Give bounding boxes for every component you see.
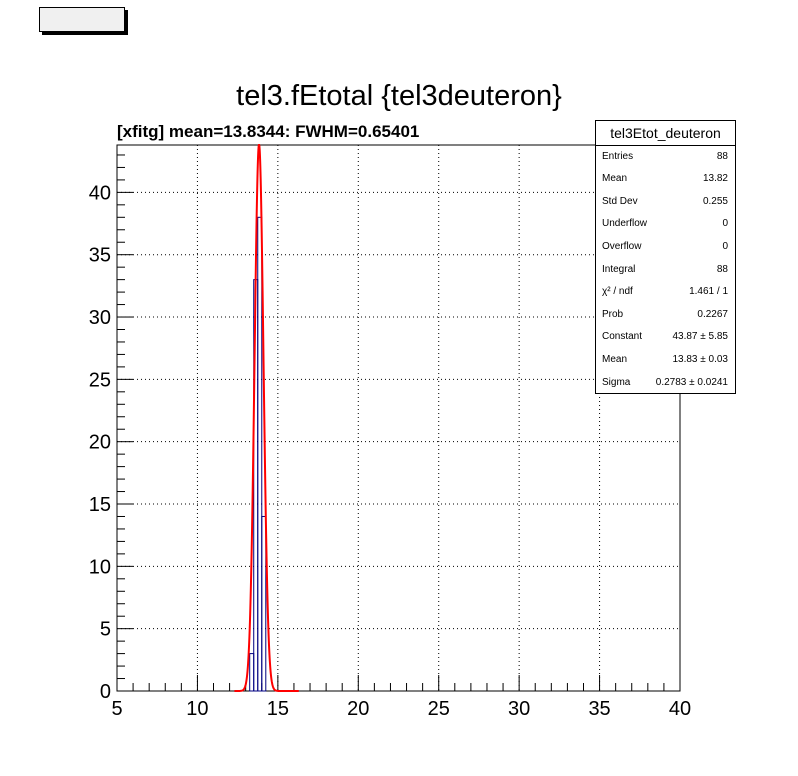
chart-title: tel3.fEtotal {tel3deuteron} bbox=[236, 80, 562, 112]
stats-row-value: 88 bbox=[716, 263, 728, 275]
stats-row-value: 0.2783 ± 0.0241 bbox=[655, 376, 728, 388]
stats-row: Underflow 0 bbox=[602, 213, 728, 235]
stats-row-value: 1.461 / 1 bbox=[689, 286, 728, 298]
blank-pave-box[interactable] bbox=[39, 7, 125, 32]
x-tick-label: 30 bbox=[508, 698, 530, 720]
stats-row-label: χ² / ndf bbox=[602, 286, 633, 298]
stats-row: Sigma 0.2783 ± 0.0241 bbox=[602, 371, 728, 393]
stats-row-label: Overflow bbox=[602, 240, 642, 252]
x-tick-label: 25 bbox=[428, 698, 450, 720]
x-tick-label: 40 bbox=[669, 698, 691, 720]
y-tick-label: 35 bbox=[89, 245, 111, 267]
stats-row: χ² / ndf 1.461 / 1 bbox=[602, 281, 728, 303]
stats-row-label: Prob bbox=[602, 308, 624, 320]
stats-box[interactable]: tel3Etot_deuteron Entries 88 Mean 13.82 Std … bbox=[595, 120, 736, 394]
y-tick-label: 20 bbox=[89, 432, 111, 454]
x-tick-label: 15 bbox=[267, 698, 289, 720]
y-tick-label: 5 bbox=[100, 619, 111, 641]
stats-row: Integral 88 bbox=[602, 258, 728, 280]
stats-row: Entries 88 bbox=[602, 145, 728, 167]
y-tick-label: 25 bbox=[89, 369, 111, 391]
stats-row-label: Underflow bbox=[602, 218, 648, 230]
stats-box-title: tel3Etot_deuteron bbox=[596, 121, 735, 146]
x-tick-label: 35 bbox=[588, 698, 610, 720]
stats-row-value: 0 bbox=[722, 218, 728, 230]
y-tick-label: 40 bbox=[89, 182, 111, 204]
stats-row: Overflow 0 bbox=[602, 235, 728, 257]
stats-row: Mean 13.83 ± 0.03 bbox=[602, 348, 728, 370]
stats-row: Constant 43.87 ± 5.85 bbox=[602, 326, 728, 348]
stats-row-value: 43.87 ± 5.85 bbox=[672, 331, 728, 343]
stats-row-value: 0.2267 bbox=[697, 308, 728, 320]
stats-row-value: 13.82 bbox=[702, 173, 728, 185]
y-tick-label: 30 bbox=[89, 307, 111, 329]
x-tick-label: 20 bbox=[347, 698, 369, 720]
stats-row-label: Sigma bbox=[602, 376, 631, 388]
histogram-bin bbox=[261, 515, 267, 692]
y-tick-label: 0 bbox=[100, 681, 111, 703]
x-tick-label: 10 bbox=[186, 698, 208, 720]
stats-row: Prob 0.2267 bbox=[602, 303, 728, 325]
y-tick-label: 15 bbox=[89, 494, 111, 516]
histogram-bin bbox=[257, 216, 263, 692]
stats-row-value: 13.83 ± 0.03 bbox=[672, 353, 728, 365]
stats-row-label: Constant bbox=[602, 331, 643, 343]
stats-row: Mean 13.82 bbox=[602, 168, 728, 190]
stats-row-value: 0 bbox=[722, 240, 728, 252]
gaussian-fit-curve bbox=[234, 144, 299, 692]
x-tick-label: 5 bbox=[111, 698, 122, 720]
stats-row-label: Mean bbox=[602, 353, 628, 365]
plot-frame bbox=[116, 144, 681, 692]
stats-row-label: Mean bbox=[602, 173, 628, 185]
stats-row-label: Entries bbox=[602, 150, 634, 162]
histogram-bin bbox=[249, 653, 255, 692]
stats-row: Std Dev 0.255 bbox=[602, 190, 728, 212]
stats-row-label: Integral bbox=[602, 263, 636, 275]
y-tick-label: 10 bbox=[89, 556, 111, 578]
stats-row-label: Std Dev bbox=[602, 195, 638, 207]
fit-summary-label: [xfitg] mean=13.8344: FWHM=0.65401 bbox=[117, 122, 420, 141]
stats-row-value: 0.255 bbox=[702, 195, 728, 207]
stats-row-value: 88 bbox=[716, 150, 728, 162]
